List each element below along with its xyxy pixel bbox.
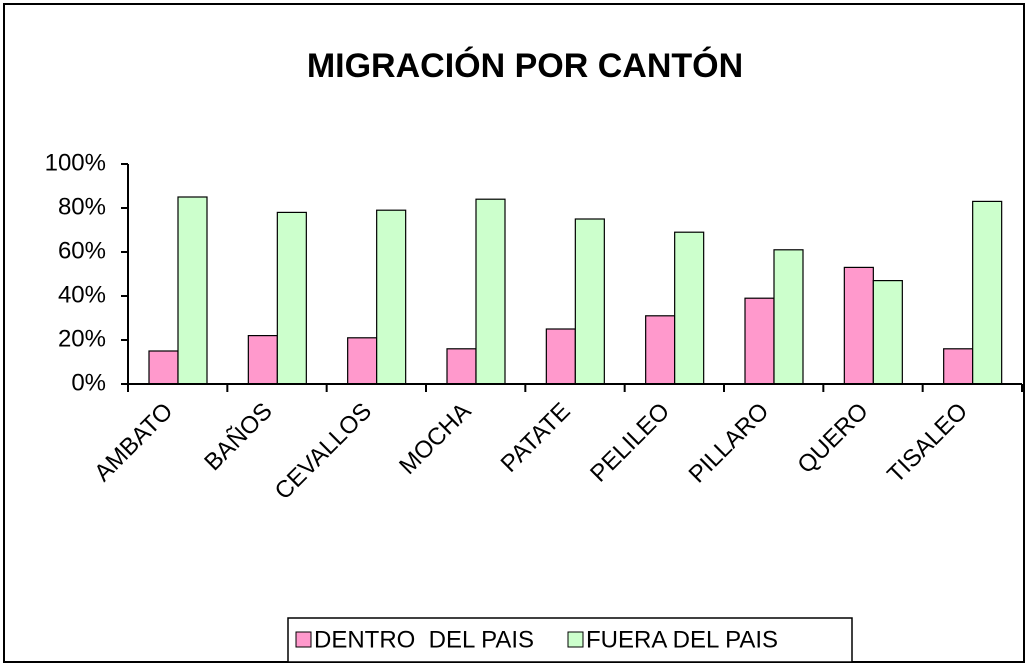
legend-label: FUERA DEL PAIS xyxy=(586,626,778,653)
y-tick-label: 20% xyxy=(58,325,106,352)
bar xyxy=(276,211,307,385)
bar xyxy=(347,337,378,385)
bar xyxy=(744,297,775,385)
chart-title: MIGRACIÓN POR CANTÓN xyxy=(307,47,743,85)
bar xyxy=(247,335,278,385)
bar xyxy=(872,280,903,385)
bar xyxy=(376,209,407,385)
bar xyxy=(475,198,506,385)
legend-swatch xyxy=(567,631,584,648)
bar xyxy=(773,249,804,385)
y-tick-label: 80% xyxy=(58,193,106,220)
legend-label: DENTRO DEL PAIS xyxy=(314,626,534,653)
y-tick-label: 40% xyxy=(58,281,106,308)
bar xyxy=(177,196,208,385)
bar xyxy=(972,200,1003,385)
bar xyxy=(843,266,874,385)
y-tick-label: 100% xyxy=(45,149,106,176)
bar xyxy=(674,231,705,385)
legend-swatch xyxy=(295,631,312,648)
y-tick-label: 60% xyxy=(58,237,106,264)
y-tick-label: 0% xyxy=(71,369,106,396)
bar xyxy=(943,348,974,385)
bar xyxy=(574,218,605,385)
bar xyxy=(446,348,477,385)
bar xyxy=(645,315,676,385)
bar xyxy=(148,350,179,385)
bar xyxy=(545,328,576,385)
